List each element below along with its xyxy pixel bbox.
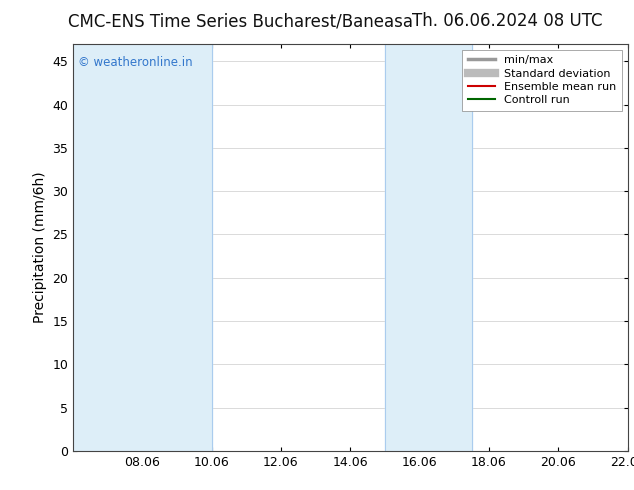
Y-axis label: Precipitation (mm/6h): Precipitation (mm/6h) [32, 172, 47, 323]
Bar [73, 44, 212, 451]
Text: CMC-ENS Time Series Bucharest/Baneasa: CMC-ENS Time Series Bucharest/Baneasa [68, 12, 413, 30]
Bar [385, 44, 472, 451]
Text: Th. 06.06.2024 08 UTC: Th. 06.06.2024 08 UTC [412, 12, 602, 30]
Legend: min/max, Standard deviation, Ensemble mean run, Controll run: min/max, Standard deviation, Ensemble me… [462, 49, 622, 111]
Text: © weatheronline.in: © weatheronline.in [79, 56, 193, 69]
